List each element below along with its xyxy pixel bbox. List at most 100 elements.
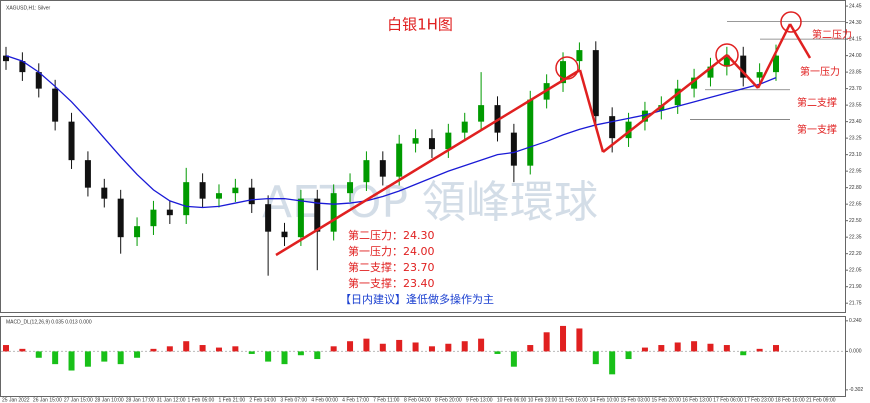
candle-body bbox=[248, 187, 255, 205]
candle-body bbox=[166, 209, 173, 216]
trend-line bbox=[602, 54, 728, 153]
chart-title: 白银1H图 bbox=[387, 16, 453, 34]
macd-bar bbox=[527, 345, 534, 352]
candle-body bbox=[707, 66, 714, 78]
x-tick-label: 17 Feb 23:00 bbox=[744, 397, 774, 403]
y-tick-label: 24.15 bbox=[849, 36, 862, 42]
candle-body bbox=[68, 121, 75, 161]
trend-line bbox=[578, 69, 605, 153]
notes: 第二压力：24.30 第一压力：24.00 第二支撑：23.70 第一支撑：23… bbox=[340, 228, 494, 306]
macd-bar bbox=[609, 351, 616, 375]
x-tick-label: 1 Feb 05:00 bbox=[188, 397, 215, 403]
x-tick-label: 16 Feb 13:00 bbox=[682, 397, 712, 403]
circle-mark bbox=[780, 11, 802, 33]
x-tick-label: 28 Jan 10:00 bbox=[95, 397, 124, 403]
y-tick-label: 24.00 bbox=[849, 53, 862, 59]
y-tick-label: 22.35 bbox=[849, 235, 862, 241]
y-tick-label: 24.30 bbox=[849, 20, 862, 26]
y-tick-label: 22.05 bbox=[849, 268, 862, 274]
candle-body bbox=[330, 193, 337, 232]
candle-body bbox=[691, 77, 698, 89]
candle-body bbox=[609, 116, 616, 139]
x-tick-label: 3 Feb 07:00 bbox=[280, 397, 307, 403]
x-tick-label: 8 Feb 04:00 bbox=[404, 397, 431, 403]
x-tick-label: 15 Feb 20:00 bbox=[651, 397, 681, 403]
level-label: 第二压力 bbox=[812, 28, 852, 41]
y-tick-label: -0.302 bbox=[849, 387, 863, 393]
macd-bar bbox=[347, 341, 354, 352]
macd-bar bbox=[68, 351, 75, 371]
x-tick-label: 27 Jan 15:00 bbox=[64, 397, 93, 403]
candle-body bbox=[723, 55, 730, 67]
macd-bar bbox=[265, 351, 272, 362]
macd-bar bbox=[166, 346, 173, 352]
candle-body bbox=[117, 198, 124, 238]
candle-body bbox=[756, 72, 763, 78]
candle-body bbox=[35, 72, 42, 89]
candle-body bbox=[281, 231, 288, 238]
candle-body bbox=[576, 50, 583, 62]
candle-body bbox=[740, 55, 747, 78]
x-tick-label: 4 Feb 17:00 bbox=[342, 397, 369, 403]
y-tick-label: 23.70 bbox=[849, 86, 862, 92]
macd-bar bbox=[445, 343, 452, 352]
macd-bar bbox=[691, 341, 698, 352]
macd-bar bbox=[560, 325, 567, 352]
x-tick-label: 9 Feb 13:00 bbox=[466, 397, 493, 403]
macd-bar bbox=[412, 342, 419, 352]
candle-body bbox=[461, 121, 468, 133]
macd-bar bbox=[117, 351, 124, 365]
macd-bar bbox=[101, 351, 108, 362]
candle-body bbox=[412, 138, 419, 144]
candle-body bbox=[773, 55, 779, 73]
macd-bar bbox=[297, 351, 304, 356]
x-tick-label: 10 Feb 06:00 bbox=[497, 397, 527, 403]
macd-bar bbox=[756, 348, 763, 352]
x-tick-label: 26 Jan 15:00 bbox=[33, 397, 62, 403]
macd-bar bbox=[248, 351, 255, 354]
y-tick-label: 21.90 bbox=[849, 284, 862, 290]
candle-body bbox=[265, 204, 272, 232]
advice: 【日内建议】逢低做多操作为主 bbox=[340, 292, 494, 306]
macd-bar bbox=[707, 343, 714, 352]
x-tick-label: 17 Feb 06:00 bbox=[713, 397, 743, 403]
macd-bar bbox=[478, 338, 485, 352]
macd-bar bbox=[461, 341, 468, 352]
candle-body bbox=[52, 88, 59, 122]
x-tick-label: 14 Feb 10:00 bbox=[590, 397, 620, 403]
y-tick-label: 24.45 bbox=[849, 3, 862, 9]
note: 第一支撑：23.40 bbox=[348, 276, 435, 290]
x-tick-label: 18 Feb 16:00 bbox=[775, 397, 805, 403]
candle-body bbox=[641, 110, 648, 122]
macd-bar bbox=[199, 345, 206, 352]
y-tick-label: 22.65 bbox=[849, 201, 862, 207]
macd-bar bbox=[183, 341, 190, 352]
x-tick-label: 7 Feb 11:00 bbox=[373, 397, 400, 403]
macd-bar bbox=[396, 339, 403, 352]
y-tick-label: 23.55 bbox=[849, 102, 862, 108]
level-label: 第一压力 bbox=[800, 65, 840, 78]
y-tick-label: 22.50 bbox=[849, 218, 862, 224]
macd-bar bbox=[232, 346, 239, 352]
macd-bar bbox=[19, 348, 26, 352]
candle-body bbox=[3, 55, 9, 62]
price-panel bbox=[0, 0, 846, 313]
candle-body bbox=[101, 187, 108, 199]
macd-bar bbox=[52, 351, 59, 365]
level-label: 第二支撑 bbox=[797, 96, 837, 109]
macd-bar bbox=[740, 351, 747, 356]
macd-bar bbox=[330, 346, 337, 352]
candle-body bbox=[232, 187, 239, 194]
macd-bar bbox=[592, 351, 599, 365]
macd-bar bbox=[428, 346, 435, 352]
header: XAGUSD,H1: Silver bbox=[6, 5, 51, 11]
macd-bar bbox=[543, 332, 550, 352]
x-tick-label: 28 Jan 17:00 bbox=[126, 397, 155, 403]
candle-body bbox=[396, 143, 403, 177]
candle-body bbox=[674, 88, 681, 106]
macd-bar bbox=[281, 351, 288, 365]
note: 第二支撑：23.70 bbox=[348, 260, 435, 274]
y-tick-label: 21.75 bbox=[849, 301, 862, 307]
